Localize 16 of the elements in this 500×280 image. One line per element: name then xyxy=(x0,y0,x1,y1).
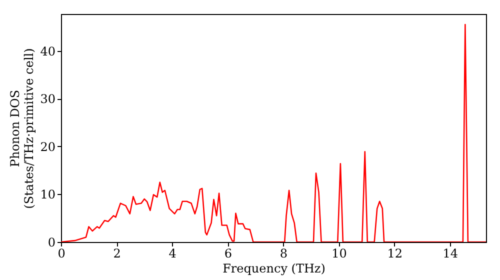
x-tick-label: 2 xyxy=(113,246,121,260)
x-tick-label: 10 xyxy=(332,246,347,260)
y-tick-label: 0 xyxy=(48,236,56,250)
x-tick-label: 4 xyxy=(168,246,177,260)
x-tick-label: 0 xyxy=(58,246,66,260)
x-tick-label: 12 xyxy=(387,246,402,260)
y-tick-label: 30 xyxy=(40,92,56,106)
x-axis-title: Frequency (THz) xyxy=(222,262,326,276)
x-tick-label: 6 xyxy=(224,246,232,260)
y-tick-label: 40 xyxy=(40,44,56,58)
line-series xyxy=(61,24,486,242)
y-tick-label: 20 xyxy=(40,140,56,154)
x-tick-label: 14 xyxy=(442,246,458,260)
y-axis-title: Phonon DOS (States/THz·primitive cell) xyxy=(8,48,36,209)
x-tick-label: 8 xyxy=(280,246,288,260)
y-tick-label: 10 xyxy=(40,188,56,202)
